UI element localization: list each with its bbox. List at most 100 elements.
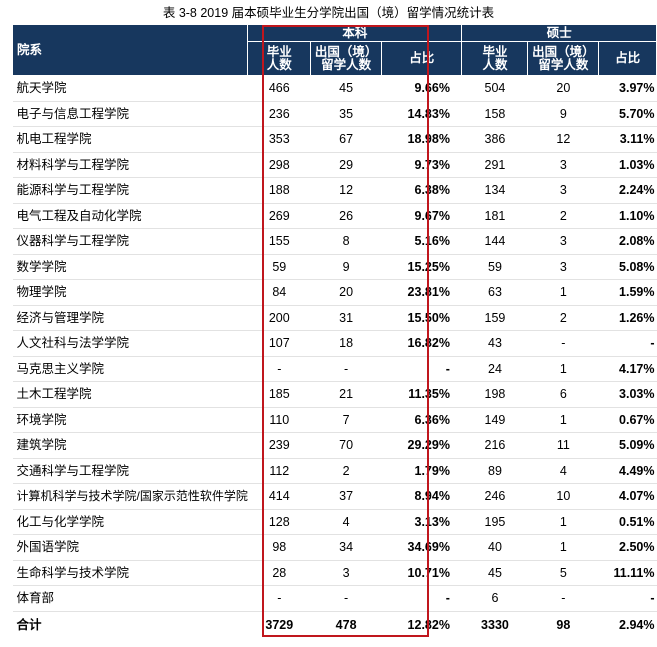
m-ratio-cell: 2.08% (598, 228, 657, 255)
u-abroad-cell: 34 (310, 534, 382, 561)
u-grad-cell: - (247, 356, 311, 382)
u-abroad-cell: 4 (310, 509, 382, 535)
m-ratio-cell: 1.10% (598, 203, 657, 229)
table-row: 化工与化学学院 128 4 3.13% 195 1 0.51% (12, 509, 657, 535)
dept-name-cell: 航天学院 (12, 75, 248, 102)
m-ratio-cell: 2.50% (598, 534, 657, 561)
u-abroad-cell: 26 (310, 203, 382, 229)
u-grad-cell: 112 (247, 458, 311, 484)
dept-name-cell: 外国语学院 (12, 534, 248, 561)
u-ratio-cell: 9.66% (381, 75, 462, 102)
u-grad-cell: 128 (247, 509, 311, 535)
m-ratio-cell: 4.17% (598, 356, 657, 382)
u-grad-cell: 110 (247, 407, 311, 433)
table-row: 生命科学与技术学院 28 3 10.71% 45 5 11.11% (12, 560, 657, 586)
m-ratio-cell: 5.08% (598, 254, 657, 280)
header-m-abroad-count: 出国（境） 留学人数 (527, 41, 600, 76)
u-ratio-cell: 18.98% (381, 126, 462, 153)
header-text: 人数 (482, 57, 508, 72)
u-abroad-cell: 70 (310, 432, 382, 459)
u-ratio-cell: - (381, 585, 462, 612)
u-abroad-cell: 9 (310, 254, 382, 280)
u-grad-cell: 59 (247, 254, 311, 280)
m-abroad-cell: 1 (527, 509, 599, 535)
m-ratio-cell: 0.67% (598, 407, 657, 433)
u-ratio-cell: 9.67% (381, 203, 462, 229)
dept-name-cell: 土木工程学院 (12, 381, 248, 408)
m-abroad-cell: 1 (527, 407, 599, 433)
m-abroad-cell: 4 (527, 458, 599, 484)
u-ratio-cell: 23.81% (381, 279, 462, 306)
table-row: 数学学院 59 9 15.25% 59 3 5.08% (12, 254, 657, 280)
header-text: 人数 (266, 57, 292, 72)
m-ratio-cell: 3.97% (598, 75, 657, 102)
u-grad-cell: 188 (247, 177, 311, 204)
m-abroad-cell: 3 (527, 254, 599, 280)
header-m-grad-count: 毕业 人数 (461, 41, 529, 76)
header-text: 留学人数 (538, 57, 589, 72)
table-row: 电气工程及自动化学院 269 26 9.67% 181 2 1.10% (12, 203, 657, 229)
dept-name-cell: 材料科学与工程学院 (12, 152, 248, 178)
dept-name-cell: 体育部 (12, 585, 248, 612)
m-grad-cell: 45 (461, 560, 528, 586)
header-u-abroad-count: 出国（境） 留学人数 (310, 41, 382, 76)
m-grad-cell: 246 (461, 483, 528, 510)
table-row: 交通科学与工程学院 112 2 1.79% 89 4 4.49% (12, 458, 657, 484)
u-grad-cell: 28 (247, 560, 311, 586)
m-abroad-cell: 2 (527, 203, 599, 229)
u-grad-cell: 236 (247, 101, 311, 127)
u-ratio-cell: 16.82% (381, 330, 462, 357)
m-grad-cell: 59 (461, 254, 528, 280)
m-grad-cell: 195 (461, 509, 528, 535)
u-grad-cell: 3729 (247, 610, 311, 639)
u-ratio-cell: 5.16% (381, 228, 462, 255)
m-abroad-cell: 9 (527, 101, 599, 127)
m-ratio-cell: 3.11% (598, 126, 657, 153)
u-ratio-cell: 15.25% (381, 254, 462, 280)
u-grad-cell: 239 (247, 432, 311, 459)
header-text: 出国（境） (314, 44, 378, 59)
dept-name-cell: 仪器科学与工程学院 (12, 228, 248, 255)
dept-name-cell: 建筑学院 (12, 432, 248, 459)
m-ratio-cell: - (598, 330, 657, 357)
table-header: 院系 本科 硕士 毕业 人数 出国（境） 留学人数 占比 毕业 人数 出国（境） 留学人… (11, 24, 657, 76)
m-grad-cell: 158 (461, 101, 528, 127)
u-abroad-cell: 3 (310, 560, 382, 586)
total-row: 合计 3729 478 12.82% 3330 98 2.94% (12, 610, 657, 639)
u-abroad-cell: 2 (310, 458, 382, 484)
m-grad-cell: 24 (461, 356, 528, 382)
m-ratio-cell: 5.70% (598, 101, 657, 127)
u-grad-cell: 298 (247, 152, 311, 178)
m-abroad-cell: 3 (527, 228, 599, 255)
u-abroad-cell: 67 (310, 126, 382, 153)
u-abroad-cell: - (310, 356, 382, 382)
header-text: 毕业 (482, 44, 508, 59)
u-abroad-cell: 29 (310, 152, 382, 178)
stats-table: 院系 本科 硕士 毕业 人数 出国（境） 留学人数 占比 毕业 人数 出国（境） 留学人… (11, 24, 657, 639)
dept-name-cell: 马克思主义学院 (12, 356, 248, 382)
header-text: 留学人数 (321, 57, 372, 72)
table-row: 马克思主义学院 - - -24 1 4.17% (12, 356, 657, 382)
dept-name-cell: 经济与管理学院 (12, 305, 248, 331)
table-row: 物理学院 84 20 23.81% 63 1 1.59% (12, 279, 657, 306)
u-ratio-cell: 6.38% (381, 177, 462, 204)
u-ratio-cell: 8.94% (381, 483, 462, 510)
m-ratio-cell: 2.24% (598, 177, 657, 204)
u-abroad-cell: 20 (310, 279, 382, 306)
table-title: 表 3-8 2019 届本硕毕业生分学院出国（境）留学情况统计表 (162, 6, 495, 20)
u-ratio-cell: 9.73% (381, 152, 462, 178)
u-abroad-cell: 31 (310, 305, 382, 331)
dept-name-cell: 物理学院 (12, 279, 248, 306)
m-abroad-cell: 1 (527, 279, 599, 306)
m-grad-cell: 134 (461, 177, 528, 204)
m-grad-cell: 40 (461, 534, 528, 561)
dept-name-cell: 计算机科学与技术学院/国家示范性软件学院 (12, 483, 248, 510)
m-grad-cell: 198 (461, 381, 528, 408)
u-grad-cell: 269 (247, 203, 311, 229)
dept-name-cell: 数学学院 (12, 254, 248, 280)
u-abroad-cell: 12 (310, 177, 382, 204)
table-row: 计算机科学与技术学院/国家示范性软件学院 414 37 8.94% 246 10 4.07% (12, 483, 657, 510)
table-row: 电子与信息工程学院 236 35 14.83% 158 9 5.70% (12, 101, 657, 127)
m-grad-cell: 181 (461, 203, 528, 229)
m-abroad-cell: 98 (527, 610, 599, 639)
